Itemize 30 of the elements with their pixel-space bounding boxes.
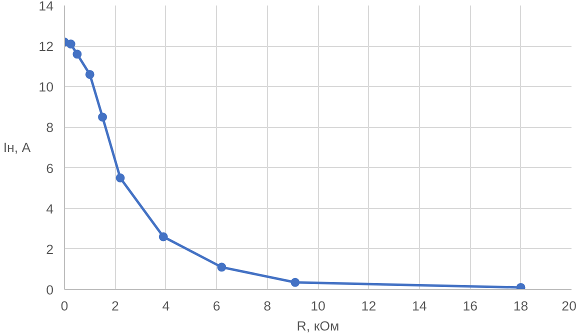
y-tick-label: 0: [46, 282, 54, 298]
point: [98, 112, 108, 122]
x-tick-label: 20: [562, 298, 576, 314]
y-tick-label: 8: [46, 120, 54, 136]
point: [217, 262, 226, 272]
point: [516, 282, 526, 290]
y-axis-title: Ін, А: [3, 140, 31, 155]
y-tick-label: 6: [46, 160, 54, 176]
point: [72, 50, 82, 59]
x-axis-title: R, кОм: [296, 318, 340, 334]
x-tick-label: 8: [264, 298, 272, 314]
y-tick-label: 2: [46, 242, 54, 257]
x-tick-label: 6: [212, 298, 220, 314]
point: [116, 173, 125, 182]
x-tick-label: 4: [162, 298, 170, 314]
x-tick-label: 18: [513, 298, 528, 314]
y-tick-label: 4: [46, 201, 54, 216]
point: [85, 70, 94, 79]
x-tick-label: 10: [310, 298, 326, 314]
x-tick-label: 12: [361, 298, 376, 314]
x-tick-label: 2: [111, 298, 119, 314]
x-tick-label: 14: [412, 298, 428, 314]
y-tick-label: 12: [38, 39, 54, 54]
point: [290, 278, 300, 287]
x-tick-label: 0: [60, 298, 68, 314]
point: [158, 232, 168, 242]
point: [66, 40, 76, 49]
y-tick-label: 10: [38, 80, 54, 95]
x-tick-label: 16: [462, 298, 478, 314]
y-tick-label: 14: [38, 0, 54, 14]
